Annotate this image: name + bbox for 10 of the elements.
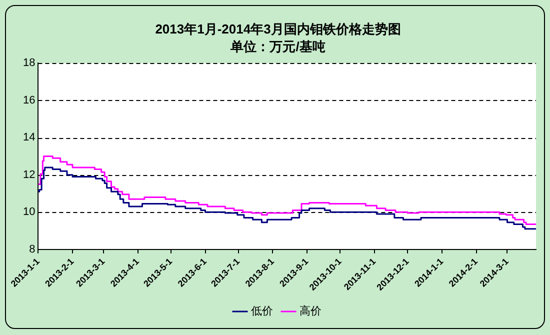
chart-subtitle: 单位：万元/基吨 [230,38,326,54]
y-tick-label: 14 [22,132,36,144]
y-tick-label: 8 [29,243,36,256]
y-tick-label: 10 [22,206,36,218]
legend-label: 高价 [300,304,322,318]
y-tick-label: 12 [22,168,36,181]
legend-label: 低价 [251,306,273,318]
chart-title: 2013年1月-2014年3月国内钼铁价格走势图 [155,21,401,36]
y-tick-label: 16 [22,94,36,106]
y-tick-label: 18 [22,57,36,70]
